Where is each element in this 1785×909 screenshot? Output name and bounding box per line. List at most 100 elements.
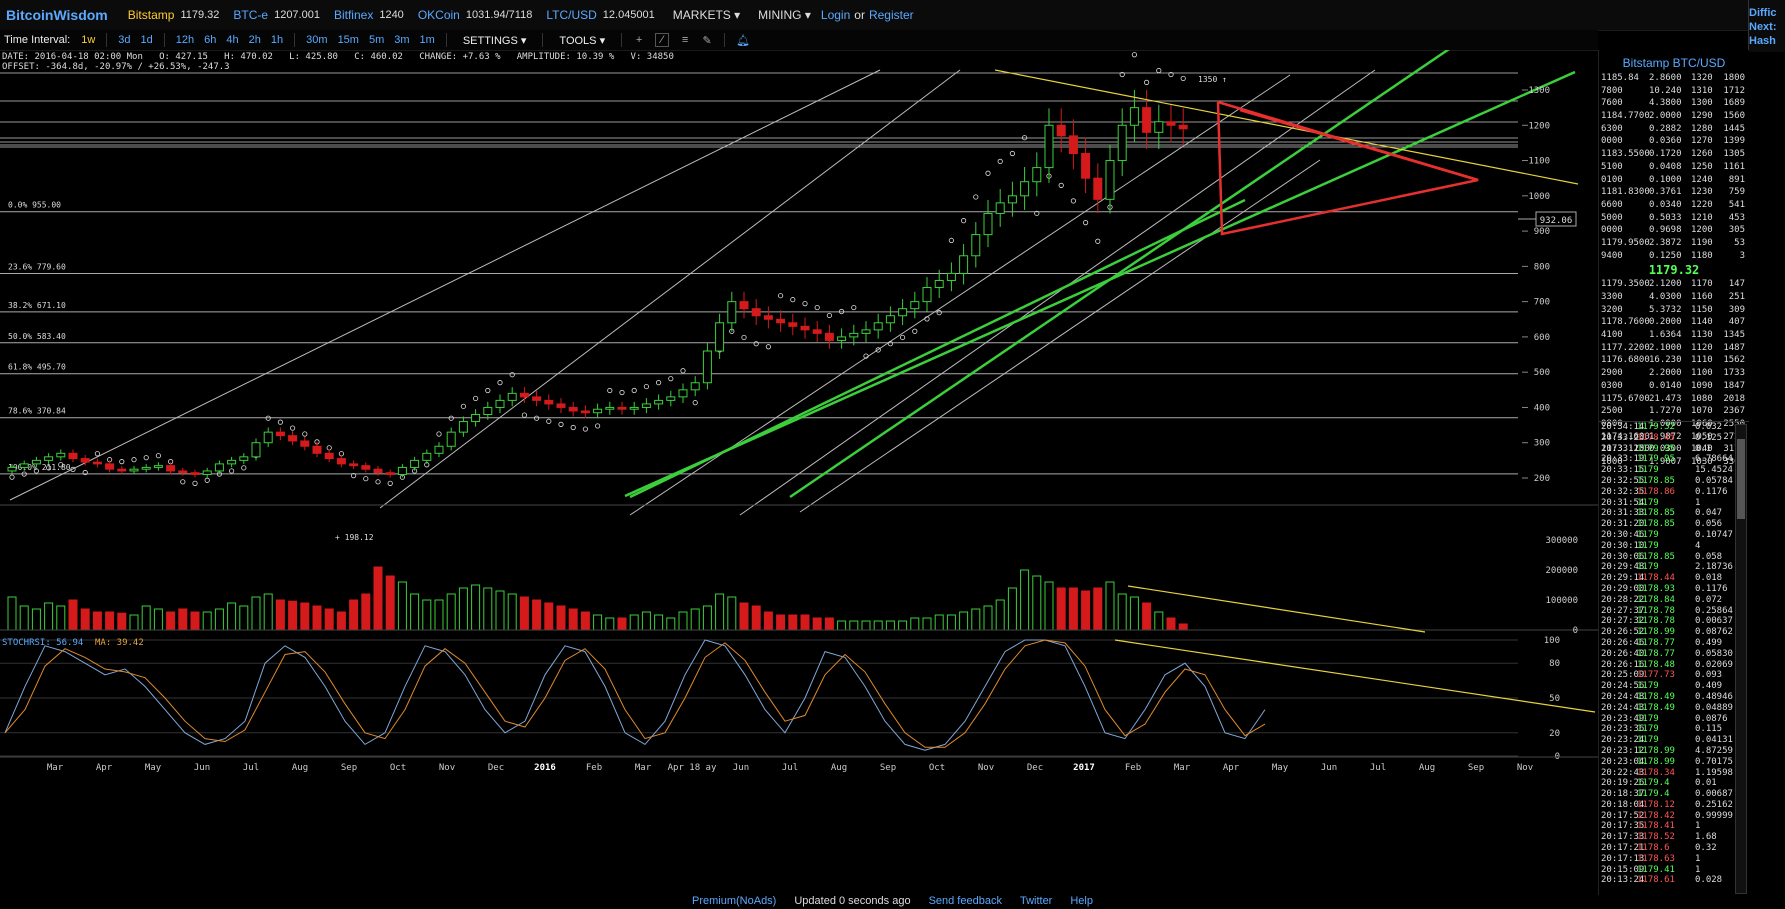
asks-row[interactable]: 6600 0.0340 1220 541: [1599, 199, 1749, 212]
asks-row[interactable]: 1184.7700 2.0000 1290 1560: [1599, 110, 1749, 123]
bids-row[interactable]: 3300 4.0300 1160 251: [1599, 291, 1749, 304]
asks-row[interactable]: 5100 0.0408 1250 1161: [1599, 161, 1749, 174]
bids-row[interactable]: 1176.6800 16.230 1110 1562: [1599, 354, 1749, 367]
bids-row[interactable]: 0800 1.0000 1060 2550: [1599, 418, 1749, 431]
asks-row[interactable]: 0100 0.1000 1240 891: [1599, 174, 1749, 187]
sar-dot: [45, 465, 52, 471]
asks-row[interactable]: 5000 0.5033 1210 453: [1599, 212, 1749, 225]
interval-3d[interactable]: 3d: [118, 34, 131, 46]
trade-row: 20:26:40 1178.77 0.05830: [1599, 649, 1749, 660]
alert-bell-icon[interactable]: 🔔︎: [736, 34, 751, 47]
draw-tool-icon[interactable]: ✎: [702, 34, 712, 47]
time-axis-label: May: [1272, 763, 1289, 773]
drawn-trendlines[interactable]: [624, 50, 1579, 499]
volume-bar: [751, 605, 761, 631]
trade-time: 20:29:48: [1601, 562, 1645, 573]
register-link[interactable]: Register: [868, 8, 914, 22]
interval-1d[interactable]: 1d: [140, 34, 153, 46]
line-tool-icon[interactable]: ⁄: [655, 33, 670, 47]
asks-row[interactable]: 1179.9500 2.3872 1190 53: [1599, 237, 1749, 250]
candle-body: [678, 389, 688, 398]
premium-link[interactable]: Premium(NoAds): [692, 895, 777, 907]
divider: [163, 33, 165, 47]
interval-3m[interactable]: 3m: [394, 34, 410, 46]
sar-dot: [326, 445, 332, 451]
bids-row[interactable]: 1000 1.9007 1030 3306: [1599, 456, 1749, 469]
candle-body: [312, 445, 322, 454]
trade-amount: 4: [1695, 540, 1701, 551]
bids-row[interactable]: 1177.2200 2.1000 1120 1487: [1599, 342, 1749, 355]
twitter-link[interactable]: Twitter: [1019, 895, 1053, 907]
ticker-name-okcoin[interactable]: OKCoin: [417, 8, 460, 22]
chart-axes: 1300120011001000900800700600500400300200…: [0, 75, 1598, 773]
bids-row[interactable]: 1179.3500 2.1200 1170 147: [1599, 278, 1749, 291]
order-amount: 1.9007: [1649, 456, 1682, 467]
volume-bar: [654, 614, 664, 631]
bids-row[interactable]: 1175.6700 21.473 1080 2018: [1599, 393, 1749, 406]
mining-menu[interactable]: MINING ▾: [758, 8, 811, 22]
help-link[interactable]: Help: [1070, 895, 1093, 907]
ticker-name-ltcusd[interactable]: LTC/USD: [546, 8, 597, 22]
volume-bar: [397, 581, 407, 631]
candle-body: [617, 406, 627, 410]
asks-row[interactable]: 1183.5500 0.1720 1260 1305: [1599, 148, 1749, 161]
scrollbar-thumb[interactable]: [1737, 439, 1745, 519]
sar-dot: [1144, 79, 1150, 85]
tools-menu[interactable]: TOOLS ▾: [559, 34, 605, 47]
volume-bar: [1020, 569, 1030, 631]
candle-body: [885, 315, 895, 324]
sar-dot: [814, 304, 820, 311]
asks-row[interactable]: 1181.8300 0.3761 1230 759: [1599, 186, 1749, 199]
interval-1m[interactable]: 1m: [419, 34, 435, 46]
order-total: 2367: [1723, 406, 1745, 417]
asks-row[interactable]: 0000 0.0360 1270 1399: [1599, 135, 1749, 148]
bids-row[interactable]: 2900 2.2000 1100 1733: [1599, 367, 1749, 380]
trade-price: 1178.41: [1637, 821, 1675, 832]
ticker-name-bitstamp[interactable]: Bitstamp: [127, 8, 175, 22]
volume-bar: [80, 608, 90, 631]
asks-row[interactable]: 0000 0.9698 1200 305: [1599, 224, 1749, 237]
interval-15m[interactable]: 15m: [337, 34, 359, 46]
asks-row[interactable]: 7800 10.240 1310 1712: [1599, 85, 1749, 98]
interval-1w[interactable]: 1w: [81, 34, 96, 46]
asks-row[interactable]: 6300 0.2882 1280 1445: [1599, 123, 1749, 136]
asks-row[interactable]: 1185.84 2.8600 1320 1800: [1599, 72, 1749, 85]
bids-row[interactable]: 2500 1.7270 1070 2367: [1599, 405, 1749, 418]
asks-row[interactable]: 9400 0.1250 1180 3: [1599, 250, 1749, 263]
candle-body: [1154, 121, 1164, 133]
interval-12h[interactable]: 12h: [175, 34, 195, 46]
trade-price: 1179: [1637, 681, 1659, 692]
interval-2h[interactable]: 2h: [248, 34, 261, 46]
interval-30m[interactable]: 30m: [306, 34, 328, 46]
green-trendline: [624, 70, 1576, 498]
trade-history-scrollbar[interactable]: [1735, 424, 1747, 894]
trade-row: 20:33:19 1179.95 6.78664: [1599, 454, 1749, 465]
bids-row[interactable]: 3200 5.3732 1150 309: [1599, 304, 1749, 317]
interval-4h[interactable]: 4h: [226, 34, 239, 46]
order-book-title[interactable]: Bitstamp BTC/USD: [1622, 56, 1726, 70]
fib-tool-icon[interactable]: ≡: [681, 34, 689, 46]
difficulty-label[interactable]: Diffic: [1749, 7, 1777, 19]
interval-6h[interactable]: 6h: [204, 34, 217, 46]
interval-1h[interactable]: 1h: [270, 34, 284, 46]
trade-history[interactable]: 20:34:14 1179.32 0.032 20:33:26 1178.45 0.125…: [1599, 421, 1749, 896]
volume-bar: [532, 599, 542, 631]
brand-logo[interactable]: BitcoinWisdom: [6, 7, 108, 23]
ticker-name-btce[interactable]: BTC-e: [233, 8, 269, 22]
bids-row[interactable]: 0300 0.0140 1090 1847: [1599, 380, 1749, 393]
markets-menu[interactable]: MARKETS ▾: [673, 8, 740, 22]
price-chart[interactable]: 0.0% 955.00 23.6% 779.60 38.2% 671.10 50.0%…: [0, 50, 1598, 895]
login-link[interactable]: Login: [820, 8, 851, 22]
settings-menu[interactable]: SETTINGS ▾: [463, 34, 527, 47]
order-amount: 4.3800: [1649, 98, 1682, 109]
ticker-name-bitfinex[interactable]: Bitfinex: [333, 8, 374, 22]
asks-row[interactable]: 7600 4.3800 1300 1689: [1599, 97, 1749, 110]
crosshair-tool-icon[interactable]: +: [635, 34, 643, 46]
trade-time: 20:24:48: [1601, 691, 1645, 702]
bids-row[interactable]: 1178.7600 0.2000 1140 407: [1599, 316, 1749, 329]
send-feedback-link[interactable]: Send feedback: [928, 895, 1002, 907]
bids-row[interactable]: 4100 1.6364 1130 1345: [1599, 329, 1749, 342]
interval-5m[interactable]: 5m: [368, 34, 385, 46]
